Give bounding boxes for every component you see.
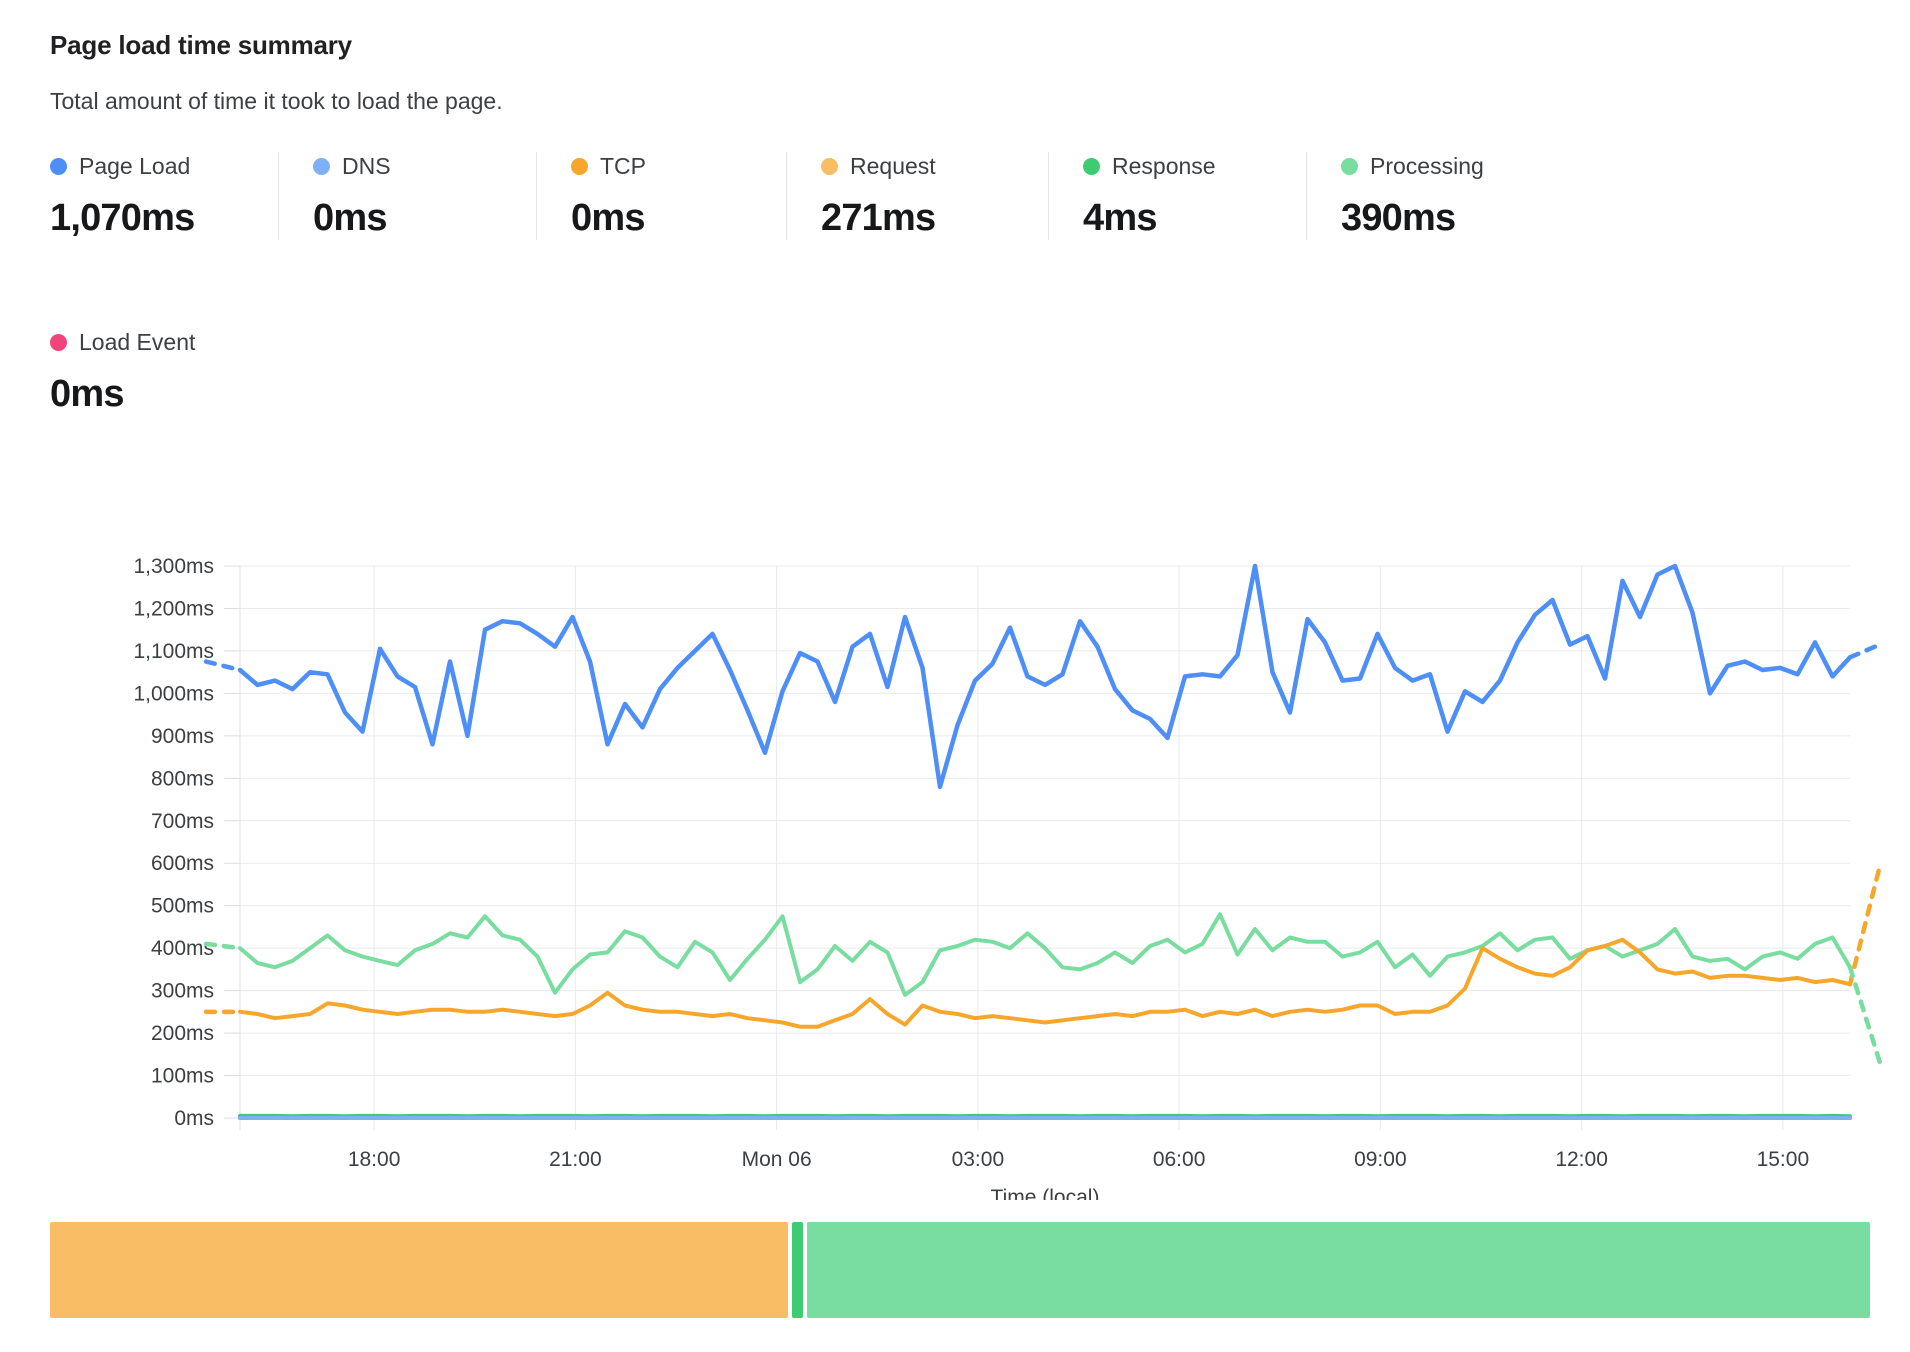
stat-card-tcp: TCP 0ms	[536, 152, 786, 240]
stat-label: Page Load	[79, 153, 191, 179]
breakdown-segment-processing[interactable]	[807, 1222, 1870, 1318]
stat-card-processing: Processing 390ms	[1306, 152, 1518, 240]
stat-value: 271ms	[821, 197, 936, 239]
series-dash-right-processing	[1847, 965, 1883, 1066]
stat-card-request: Request 271ms	[786, 152, 1048, 240]
breakdown-segment-request[interactable]	[50, 1222, 789, 1318]
y-axis-tick-label: 1,000ms	[133, 682, 214, 705]
series-dot-icon	[313, 157, 330, 175]
series-line-request	[238, 937, 1852, 1029]
series-dash-left-processing	[203, 941, 243, 951]
series-dot-icon	[50, 157, 67, 175]
stat-value: 390ms	[1341, 197, 1456, 239]
load-breakdown-bar[interactable]	[50, 1222, 1870, 1318]
stat-card-dns: DNS 0ms	[278, 152, 536, 240]
series-line-page-load	[237, 563, 1853, 790]
stat-label: Request	[850, 153, 936, 179]
x-axis-tick-label: 18:00	[348, 1148, 401, 1171]
page-title: Page load time summary	[50, 30, 352, 60]
stats-row-secondary: Load Event 0ms	[50, 328, 229, 416]
x-axis-tick-label: 12:00	[1555, 1148, 1608, 1171]
page-subtitle: Total amount of time it took to load the…	[50, 88, 503, 114]
x-axis-tick-label: 15:00	[1757, 1148, 1810, 1171]
series-line-processing	[238, 912, 1852, 997]
y-axis-tick-label: 700ms	[151, 810, 214, 833]
y-axis-tick-label: 1,100ms	[133, 640, 214, 663]
x-axis-tick-label: 21:00	[549, 1148, 602, 1171]
x-gridlines: 18:00 21:00 Mon 06 03:00 06:00 09:00 12:00 15:0…	[348, 566, 1809, 1171]
y-gridlines: 0ms 100ms 200ms 300ms 400ms 500ms 600ms 700ms 80…	[133, 555, 1850, 1130]
stat-label: Load Event	[79, 329, 196, 355]
y-axis-tick-label: 0ms	[174, 1107, 214, 1130]
y-axis-tick-label: 200ms	[151, 1022, 214, 1045]
y-axis-tick-label: 500ms	[151, 895, 214, 918]
y-axis-tick-label: 1,300ms	[133, 555, 214, 578]
stat-value: 4ms	[1083, 197, 1157, 239]
series-dot-icon	[50, 333, 67, 351]
y-axis-tick-label: 100ms	[151, 1065, 214, 1088]
stat-header: Request	[821, 152, 1014, 180]
stats-row-primary: Page Load 1,070ms DNS 0ms TCP 0ms Request 271ms…	[50, 152, 1860, 240]
series-dot-icon	[1083, 157, 1100, 175]
stat-value: 1,070ms	[50, 197, 195, 239]
stat-label: Processing	[1370, 153, 1484, 179]
y-axis-tick-label: 1,200ms	[133, 597, 214, 620]
stat-header: DNS	[313, 152, 502, 180]
stat-value: 0ms	[313, 197, 387, 239]
x-axis-title: Time (local)	[991, 1186, 1100, 1200]
stat-label: DNS	[342, 153, 391, 179]
series-dot-icon	[821, 157, 838, 175]
stat-header: Load Event	[50, 328, 195, 356]
series-dash-right-page-load	[1847, 642, 1883, 660]
series-dash-right-request	[1847, 863, 1883, 987]
y-axis-tick-label: 400ms	[151, 937, 214, 960]
x-axis-tick-label: 03:00	[952, 1148, 1005, 1171]
x-axis-tick-label: Mon 06	[742, 1148, 812, 1171]
stat-label: Response	[1112, 153, 1216, 179]
y-axis-tick-label: 800ms	[151, 767, 214, 790]
stat-header: Processing	[1341, 152, 1484, 180]
series-dot-icon	[571, 157, 588, 175]
stat-card-page-load: Page Load 1,070ms	[50, 152, 278, 240]
stat-header: Page Load	[50, 152, 244, 180]
y-axis-tick-label: 300ms	[151, 980, 214, 1003]
stat-header: Response	[1083, 152, 1272, 180]
stat-header: TCP	[571, 152, 752, 180]
x-axis-tick-label: 09:00	[1354, 1148, 1407, 1171]
breakdown-segment-response[interactable]	[792, 1222, 804, 1318]
x-axis-tick-label: 06:00	[1153, 1148, 1206, 1171]
y-axis-tick-label: 900ms	[151, 725, 214, 748]
page-load-time-chart[interactable]: 0ms 100ms 200ms 300ms 400ms 500ms 600ms 700ms 80…	[0, 520, 1910, 1200]
stat-card-response: Response 4ms	[1048, 152, 1306, 240]
series-dot-icon	[1341, 157, 1358, 175]
series-dash-left-page-load	[203, 659, 243, 673]
y-axis-tick-label: 600ms	[151, 852, 214, 875]
stat-label: TCP	[600, 153, 646, 179]
stat-value: 0ms	[50, 373, 124, 415]
stat-value: 0ms	[571, 197, 645, 239]
stat-card-load-event: Load Event 0ms	[50, 328, 229, 416]
